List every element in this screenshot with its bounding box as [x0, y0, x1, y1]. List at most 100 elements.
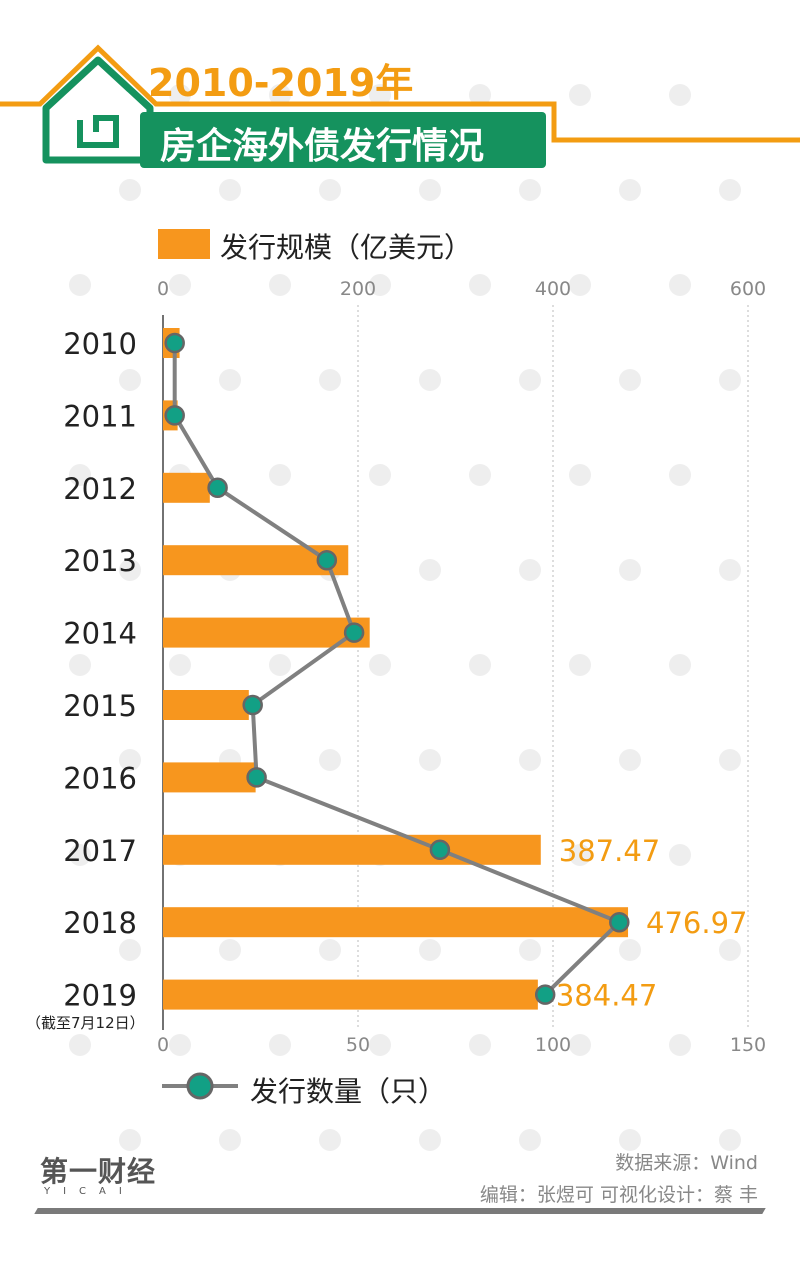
- bar: [163, 762, 256, 793]
- watermark-dot: [669, 274, 691, 296]
- watermark-dot: [669, 464, 691, 486]
- bottom-axis-tick-label: 50: [346, 1034, 370, 1056]
- bar: [163, 907, 629, 938]
- watermark-dot: [369, 464, 391, 486]
- watermark-dot: [619, 1129, 641, 1151]
- top-axis-tick-label: 0: [157, 278, 169, 300]
- watermark-dot: [369, 1034, 391, 1056]
- data-label: 384.47: [556, 979, 657, 1013]
- top-axis-tick-label: 200: [340, 278, 376, 300]
- category-label: 2017: [63, 834, 137, 868]
- data-source: 数据来源：Wind: [615, 1152, 758, 1174]
- legend-line-icon: [162, 1072, 238, 1100]
- watermark-dot: [369, 654, 391, 676]
- bottom-axis-tick-label: 100: [535, 1034, 571, 1056]
- brand-logo: 第一财经: [40, 1155, 157, 1188]
- watermark-dot: [669, 1034, 691, 1056]
- watermark-dot: [419, 559, 441, 581]
- category-label: 2011: [63, 399, 137, 433]
- category-label: 2018: [63, 906, 137, 940]
- page-title: 房企海外债发行情况: [160, 126, 485, 167]
- watermark-dot: [719, 179, 741, 201]
- watermark-dot: [119, 1129, 141, 1151]
- legend-bar-swatch: [158, 229, 210, 259]
- bottom-axis-tick-label: 0: [157, 1034, 169, 1056]
- count-point: [207, 477, 228, 499]
- watermark-dot: [319, 939, 341, 961]
- watermark-dot: [669, 654, 691, 676]
- watermark-dot: [219, 939, 241, 961]
- watermark-dot: [119, 559, 141, 581]
- count-point: [164, 332, 185, 354]
- count-point: [242, 694, 263, 716]
- bar: [163, 834, 541, 865]
- bar: [163, 690, 249, 720]
- watermark-dot: [519, 939, 541, 961]
- watermark-dot: [469, 464, 491, 486]
- watermark-dot: [119, 369, 141, 391]
- title-banner: [140, 112, 546, 168]
- watermark-dot: [419, 179, 441, 201]
- watermark-dot: [319, 179, 341, 201]
- bar: [163, 472, 210, 503]
- watermark-dot: [519, 369, 541, 391]
- watermark-dot: [69, 464, 91, 486]
- watermark-dot: [619, 559, 641, 581]
- watermark-dot: [519, 179, 541, 201]
- watermark-dot: [269, 654, 291, 676]
- watermark-dot: [119, 179, 141, 201]
- watermark-dot: [69, 1034, 91, 1056]
- watermark-dot: [69, 654, 91, 676]
- watermark-dot: [119, 939, 141, 961]
- watermark-dot: [169, 1034, 191, 1056]
- footnote: （截至7月12日）: [26, 1014, 145, 1032]
- category-label: 2019: [63, 979, 137, 1013]
- watermark-dot: [69, 844, 91, 866]
- watermark-dot: [569, 274, 591, 296]
- count-line: [172, 343, 622, 997]
- data-label: 476.97: [646, 906, 747, 940]
- watermark-dot: [469, 84, 491, 106]
- watermark-dot: [269, 464, 291, 486]
- bar: [163, 979, 538, 1010]
- watermark-dot: [719, 939, 741, 961]
- watermark-dot: [619, 369, 641, 391]
- watermark-dot: [519, 1129, 541, 1151]
- watermark-dot: [419, 1129, 441, 1151]
- count-point: [429, 839, 451, 861]
- category-label: 2016: [63, 761, 137, 795]
- category-label: 2014: [63, 617, 137, 651]
- watermark-dot: [719, 1129, 741, 1151]
- watermark-dot: [469, 1034, 491, 1056]
- watermark-dot: [719, 559, 741, 581]
- bar: [163, 617, 370, 648]
- category-label: 2010: [63, 327, 137, 361]
- watermark-dot: [119, 749, 141, 771]
- watermark-dot: [69, 274, 91, 296]
- watermark-dot: [169, 84, 191, 106]
- watermark-dot: [419, 369, 441, 391]
- watermark-dot: [219, 369, 241, 391]
- brand-latin: YICAI: [44, 1186, 135, 1197]
- watermark-dot: [569, 654, 591, 676]
- bottom-axis-tick-label: 150: [730, 1034, 766, 1056]
- watermark-dot: [569, 464, 591, 486]
- watermark-dot: [319, 1129, 341, 1151]
- category-label: 2013: [63, 544, 137, 578]
- watermark-dot: [169, 274, 191, 296]
- watermark-dot: [519, 559, 541, 581]
- watermark-dot: [719, 749, 741, 771]
- category-label: 2015: [63, 689, 137, 723]
- top-axis-tick-label: 600: [730, 278, 766, 300]
- watermark-dot: [219, 179, 241, 201]
- credits: 编辑：张煜可 可视化设计：蔡 丰: [479, 1184, 758, 1206]
- count-point: [534, 984, 556, 1005]
- top-axis-tick-label: 400: [535, 278, 571, 300]
- watermark-dot: [469, 274, 491, 296]
- watermark-dot: [719, 369, 741, 391]
- watermark-dot: [569, 84, 591, 106]
- watermark-dot: [519, 749, 541, 771]
- footer-divider: [34, 1208, 766, 1214]
- watermark-dot: [319, 749, 341, 771]
